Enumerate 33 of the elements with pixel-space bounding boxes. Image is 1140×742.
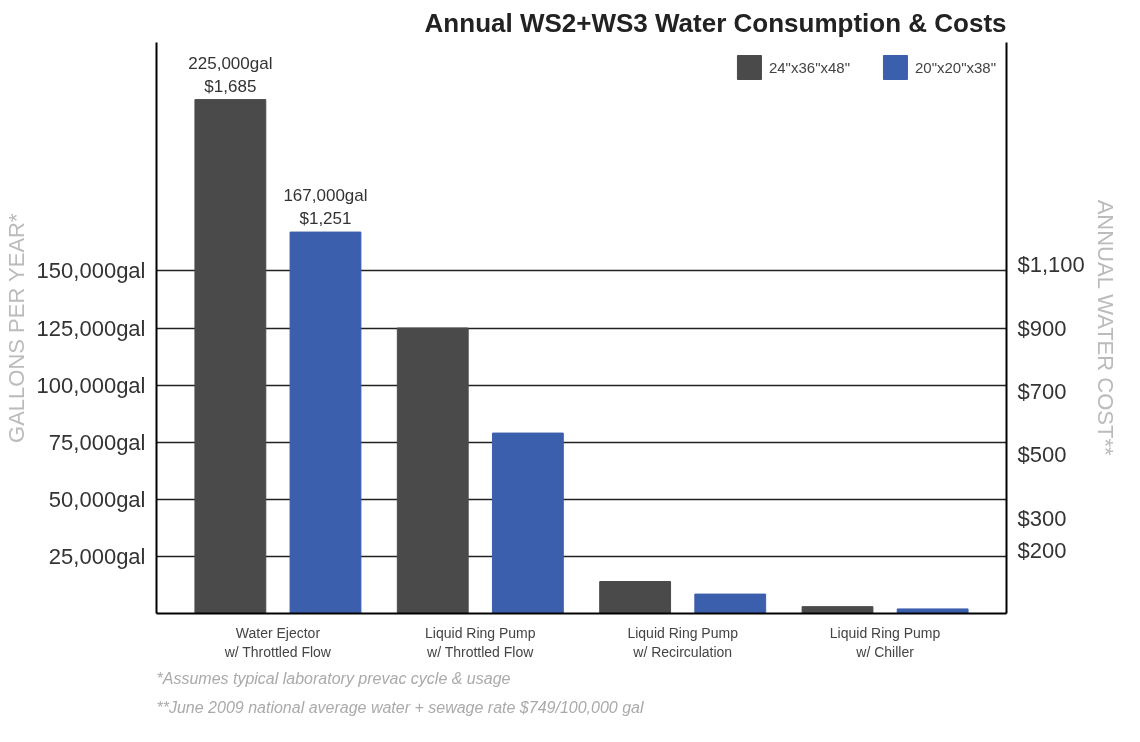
data-label: 225,000gal $1,685 — [188, 53, 273, 96]
x-tick-label: Liquid Ring Pump w/ Throttled Flow — [425, 624, 536, 660]
y2-tick-label: $500 — [1017, 442, 1067, 468]
y2-tick-label: $900 — [1017, 315, 1067, 341]
bar — [801, 606, 874, 614]
bar — [599, 581, 672, 614]
legend-label: 24"x36"x48" — [768, 58, 850, 76]
y-axis-title: GALLONS PER YEAR* — [3, 213, 29, 443]
bar — [289, 231, 362, 614]
x-tick-label: Liquid Ring Pump w/ Recirculation — [627, 624, 739, 660]
y2-tick-label: $700 — [1017, 378, 1067, 404]
bar — [896, 608, 969, 614]
y-tick-label: 150,000gal — [36, 258, 146, 284]
y-tick-label: 100,000gal — [36, 372, 146, 398]
y2-tick-label: $1,100 — [1017, 252, 1085, 278]
x-tick-label: Water Ejector w/ Throttled Flow — [223, 624, 332, 660]
bar — [491, 432, 564, 614]
y-tick-label: 75,000gal — [48, 429, 146, 455]
chart-title: Annual WS2+WS3 Water Consumption & Costs — [424, 7, 1007, 38]
y-tick-label: 125,000gal — [36, 315, 146, 341]
y-tick-label: 25,000gal — [48, 543, 146, 569]
legend-label: 20"x20"x38" — [914, 58, 996, 76]
y-tick-label: 50,000gal — [48, 486, 146, 512]
y2-tick-label: $300 — [1017, 505, 1067, 531]
y2-tick-label: $200 — [1017, 537, 1067, 563]
bar — [694, 593, 767, 614]
y2-axis-title: ANNUAL WATER COST** — [1092, 199, 1118, 456]
bar — [194, 99, 267, 614]
text: **June 2009 national average water + sewage rate $749/100,000 gal — [156, 698, 644, 716]
bar — [396, 327, 469, 614]
text: *Assumes typical laboratory prevac cycle & usage — [156, 669, 511, 687]
x-tick-label: Liquid Ring Pump w/ Chiller — [829, 624, 941, 660]
data-label: 167,000gal $1,251 — [283, 186, 368, 229]
